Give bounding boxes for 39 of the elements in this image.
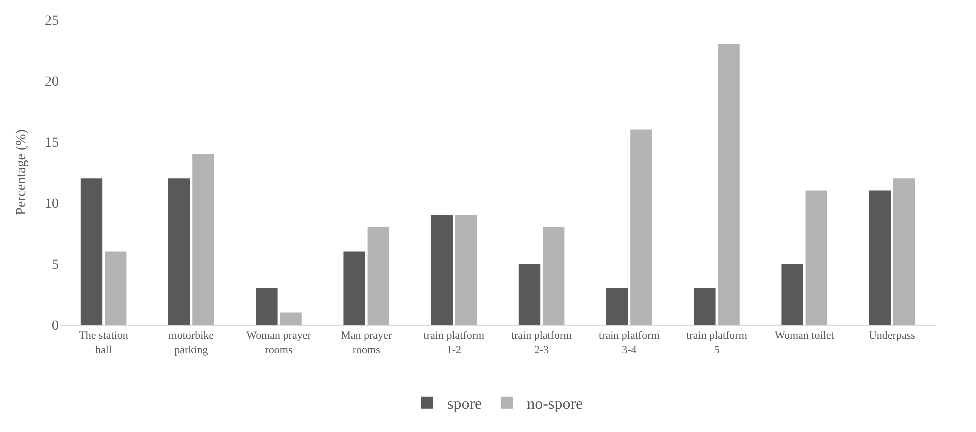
x-tick-label: train platform 5 [686,330,748,356]
bar [455,215,478,325]
bar [893,178,916,325]
bar [192,154,214,325]
bar [344,252,366,325]
bar [718,44,740,325]
y-tick-label: 25 [45,14,59,29]
y-axis-title: Percentage (%) [14,129,30,216]
x-tick-label: Woman prayer rooms [246,330,312,356]
bar [869,190,891,325]
y-tick-label: 20 [45,74,59,90]
bar [368,227,390,325]
y-tick-label: 0 [52,318,59,334]
x-tick-label: train platform 2-3 [511,330,573,356]
bar [168,178,190,325]
x-tick-label: Woman toilet [774,330,834,342]
bar [806,190,828,325]
bar [80,178,103,325]
x-tick-label: train platform 1-2 [424,330,486,356]
x-tick-label: Man prayer rooms [341,330,392,356]
x-tick-label: motorbike parking [168,330,214,356]
bar [256,288,278,325]
bar [280,312,302,325]
x-tick-label: The station hall [79,330,129,356]
legend-label: no-spore [527,396,584,414]
bar [782,264,804,325]
y-tick-label: 5 [52,258,59,273]
bar [630,130,652,325]
bar [606,288,628,325]
legend-label: spore [448,396,482,414]
bar [518,264,541,325]
x-tick-label: Underpass [868,330,916,342]
bar [431,215,453,325]
bar [105,252,127,325]
y-tick-label: 15 [45,136,59,151]
y-tick-label: 10 [45,196,59,212]
bar [543,227,565,325]
x-tick-label: train platform 3-4 [599,330,660,356]
bar [694,288,716,325]
